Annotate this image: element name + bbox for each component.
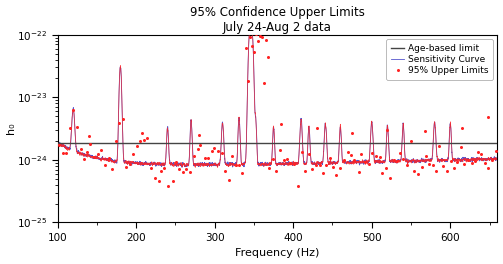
Line: Sensitivity Curve: Sensitivity Curve	[57, 25, 497, 167]
95% Upper Limits	[294, 185, 300, 188]
Sensitivity Curve	[494, 158, 500, 161]
95% Upper Limits	[345, 150, 351, 153]
Sensitivity Curve	[280, 162, 286, 165]
95% Upper Limits	[379, 171, 385, 174]
95% Upper Limits	[400, 158, 406, 161]
Sensitivity Curve	[179, 166, 185, 169]
Sensitivity Curve	[54, 142, 60, 145]
95% Upper Limits	[253, 33, 259, 36]
Sensitivity Curve	[247, 23, 253, 26]
95% Upper Limits	[493, 150, 499, 153]
Sensitivity Curve	[322, 122, 328, 125]
Sensitivity Curve	[169, 162, 175, 166]
Sensitivity Curve	[286, 162, 292, 165]
95% Upper Limits	[277, 149, 283, 152]
Sensitivity Curve	[77, 152, 83, 155]
Legend: Age-based limit, Sensitivity Curve, 95% Upper Limits: Age-based limit, Sensitivity Curve, 95% …	[386, 39, 493, 80]
95% Upper Limits	[56, 143, 62, 146]
Sensitivity Curve	[120, 138, 126, 141]
95% Upper Limits	[180, 170, 186, 173]
Title: 95% Confidence Upper Limits
July 24-Aug 2 data: 95% Confidence Upper Limits July 24-Aug …	[190, 6, 365, 34]
Y-axis label: h₀: h₀	[6, 123, 16, 134]
Line: 95% Upper Limits: 95% Upper Limits	[57, 33, 498, 188]
X-axis label: Frequency (Hz): Frequency (Hz)	[235, 248, 320, 258]
95% Upper Limits	[247, 36, 253, 39]
